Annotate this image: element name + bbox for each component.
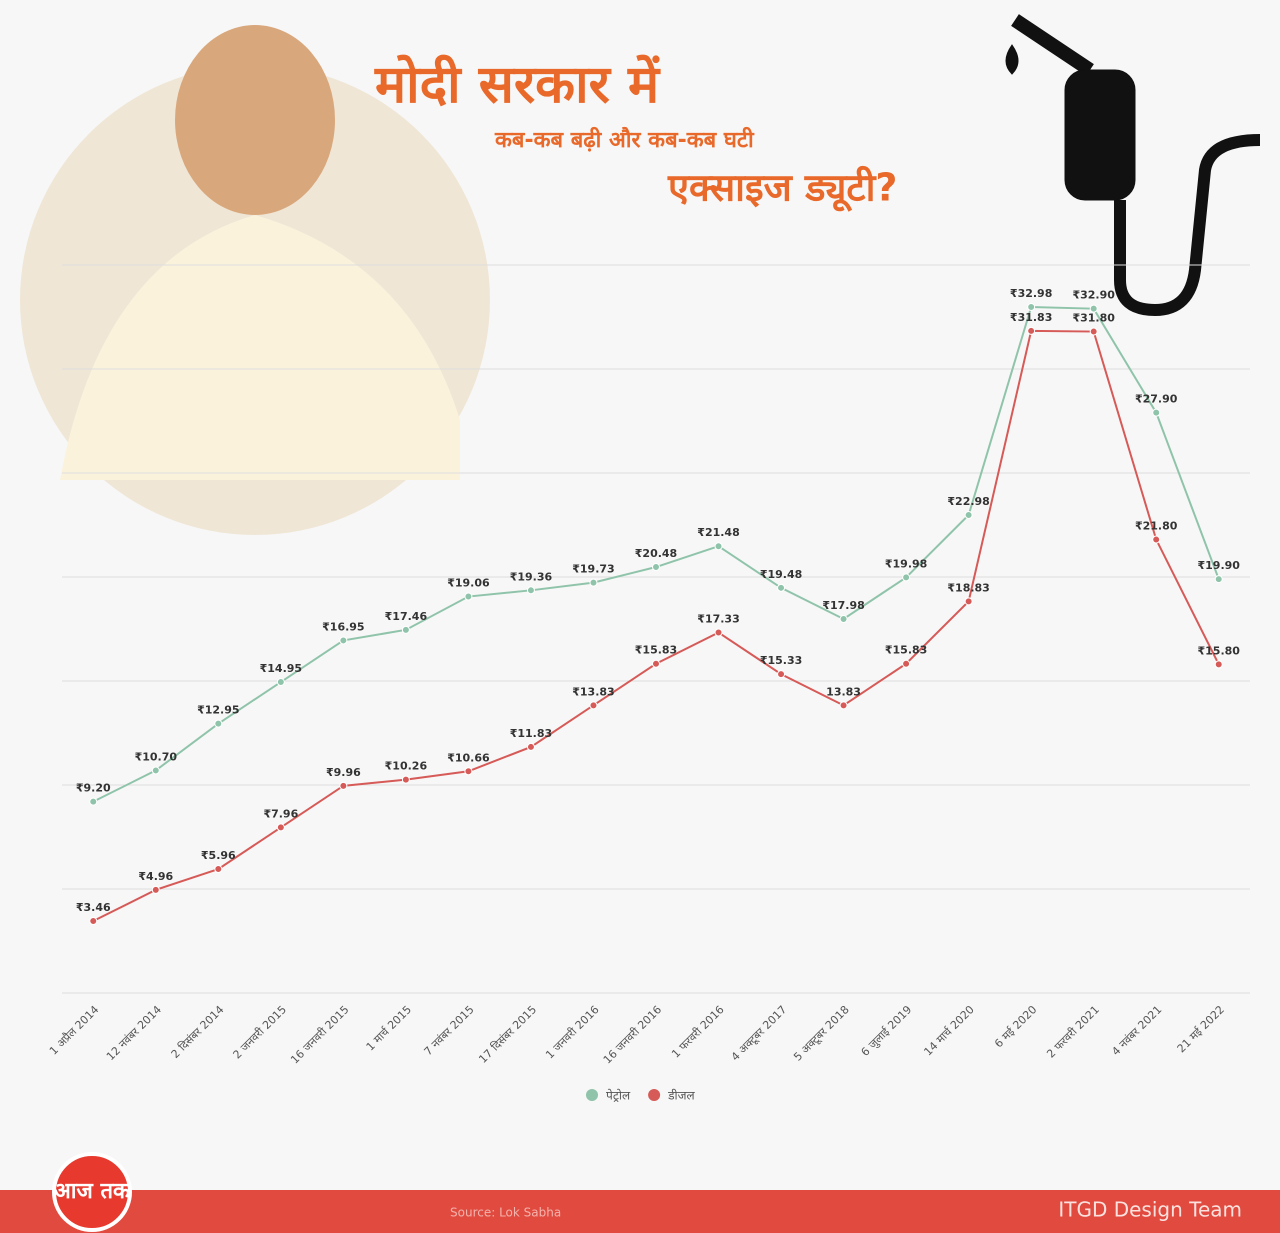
data-point [1152, 408, 1161, 417]
data-label: ₹17.98 [822, 599, 864, 612]
data-point [401, 775, 410, 784]
data-point [276, 678, 285, 687]
data-point [589, 701, 598, 710]
data-label: ₹27.90 [1135, 393, 1178, 406]
data-label: ₹10.26 [385, 760, 428, 773]
data-point [89, 917, 98, 926]
data-label: ₹17.46 [385, 610, 428, 623]
footer-bar [0, 1190, 1280, 1233]
chart-title: मोदी सरकार में [374, 54, 661, 115]
data-point [464, 767, 473, 776]
data-label: ₹16.95 [322, 620, 364, 633]
chart-subtitle: एक्साइज ड्यूटी? [667, 166, 897, 213]
data-label: ₹10.70 [135, 750, 178, 763]
data-point [839, 615, 848, 624]
data-label: ₹9.96 [326, 766, 361, 779]
data-point [1214, 575, 1223, 584]
data-label: ₹9.20 [76, 782, 111, 795]
data-point [1152, 535, 1161, 544]
legend-swatch [648, 1089, 661, 1101]
data-label: ₹19.73 [572, 563, 614, 576]
data-label: ₹12.95 [197, 704, 239, 717]
data-label: ₹17.33 [697, 613, 739, 626]
data-point [464, 592, 473, 601]
data-point [276, 823, 285, 832]
data-point [401, 625, 410, 634]
data-label: ₹19.90 [1198, 559, 1241, 572]
data-label: ₹19.36 [510, 570, 553, 583]
data-label: ₹5.96 [201, 849, 236, 862]
data-point [714, 628, 723, 637]
chart-subtitle: कब-कब बढ़ी और कब-कब घटी [494, 126, 755, 153]
data-point [214, 719, 223, 728]
portrait-placeholder [20, 25, 490, 535]
legend-label: डीजल [667, 1089, 695, 1103]
data-label: ₹21.48 [697, 526, 739, 539]
data-label: ₹10.66 [447, 751, 490, 764]
data-point [526, 586, 535, 595]
data-point [902, 573, 911, 582]
data-point [589, 578, 598, 587]
data-point [1089, 304, 1098, 313]
legend-swatch [586, 1089, 598, 1101]
data-point [214, 865, 223, 874]
data-point [964, 511, 973, 520]
logo-badge [52, 1152, 132, 1232]
data-label: 13.83 [826, 685, 861, 698]
data-label: ₹19.06 [447, 577, 490, 590]
data-label: ₹31.83 [1010, 311, 1052, 324]
data-point [1089, 327, 1098, 336]
data-point [964, 597, 973, 606]
data-label: ₹19.48 [760, 568, 802, 581]
data-label: ₹15.83 [635, 644, 677, 657]
legend-label: पेट्रोल [606, 1089, 631, 1103]
data-label: ₹32.98 [1010, 287, 1052, 300]
data-point [526, 742, 535, 751]
data-point [839, 701, 848, 710]
data-point [89, 797, 98, 806]
source: Source: Lok Sabha [450, 1206, 561, 1220]
data-label: ₹13.83 [572, 685, 614, 698]
data-point [339, 781, 348, 790]
data-label: ₹22.98 [947, 495, 989, 508]
data-label: ₹19.98 [885, 557, 927, 570]
data-label: ₹18.83 [947, 581, 989, 594]
data-label: ₹7.96 [263, 807, 298, 820]
data-point [339, 636, 348, 645]
data-point [151, 766, 160, 775]
data-label: ₹14.95 [260, 662, 302, 675]
data-label: ₹15.33 [760, 654, 802, 667]
data-label: ₹20.48 [635, 547, 677, 560]
data-point [902, 659, 911, 668]
data-point [777, 670, 786, 679]
data-label: ₹3.46 [76, 901, 111, 914]
data-point [1214, 660, 1223, 669]
data-point [777, 583, 786, 592]
credit: ITGD Design Team [1058, 1198, 1242, 1222]
data-point [652, 563, 660, 572]
data-label: ₹4.96 [138, 870, 173, 883]
data-label: ₹31.80 [1072, 312, 1115, 325]
logo: आज तक [54, 1179, 131, 1204]
data-point [714, 542, 723, 551]
data-point [1027, 303, 1036, 312]
data-label: ₹32.90 [1072, 289, 1115, 302]
data-point [151, 885, 160, 894]
data-label: ₹21.80 [1135, 520, 1178, 533]
fuel-nozzle-icon [1005, 14, 1261, 317]
data-label: ₹15.80 [1198, 644, 1241, 657]
data-point [652, 659, 660, 668]
data-point [1027, 326, 1036, 335]
data-label: ₹15.83 [885, 644, 927, 657]
data-label: ₹11.83 [510, 727, 552, 740]
